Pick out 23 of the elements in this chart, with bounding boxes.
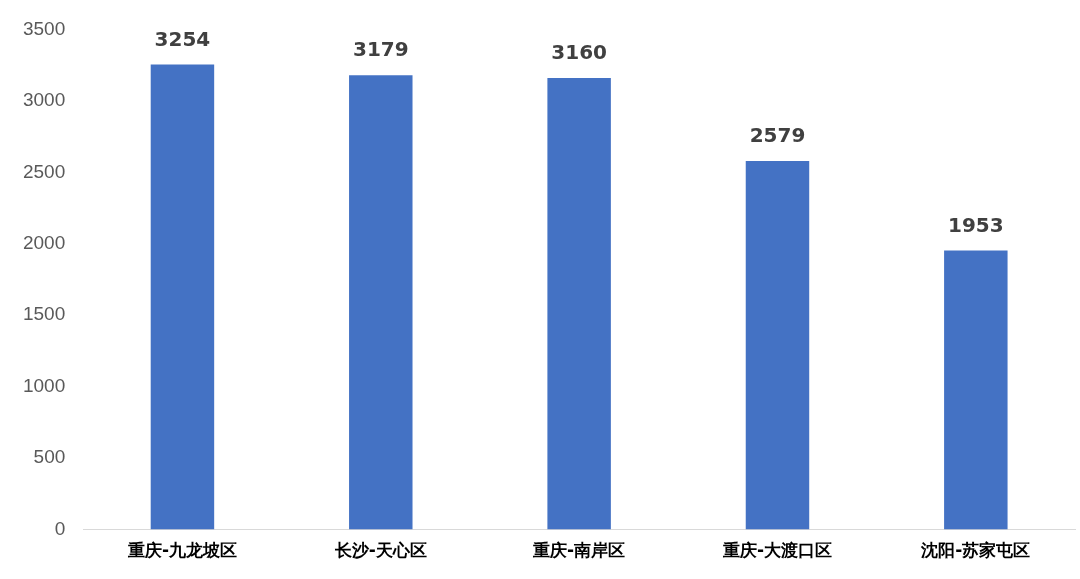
data-label: 1953 <box>947 212 1004 237</box>
y-tick-label: 1000 <box>22 374 66 396</box>
y-tick-label: 500 <box>33 446 66 468</box>
y-tick-label: 2000 <box>22 232 66 254</box>
y-tick-label: 3500 <box>22 17 66 39</box>
y-tick-label: 1500 <box>22 303 66 325</box>
bar <box>745 161 810 530</box>
y-tick-label: 3000 <box>22 89 66 111</box>
y-tick-label: 0 <box>54 517 66 539</box>
data-label: 3254 <box>154 26 211 51</box>
x-tick-label: 长沙-天心区 <box>333 540 427 561</box>
bar <box>349 75 413 530</box>
x-tick-label: 沈阳-苏家屯区 <box>920 540 1031 561</box>
x-tick-label: 重庆-南岸区 <box>532 540 626 561</box>
bar <box>944 250 1008 530</box>
y-tick-label: 2500 <box>22 160 66 182</box>
data-label: 3179 <box>352 37 409 62</box>
data-label: 3160 <box>551 40 607 65</box>
bar <box>150 64 215 530</box>
x-tick-label: 重庆-九龙坡区 <box>126 540 237 561</box>
bar <box>547 77 611 530</box>
x-tick-label: 重庆-大渡口区 <box>721 540 833 561</box>
data-label: 2579 <box>749 123 806 148</box>
